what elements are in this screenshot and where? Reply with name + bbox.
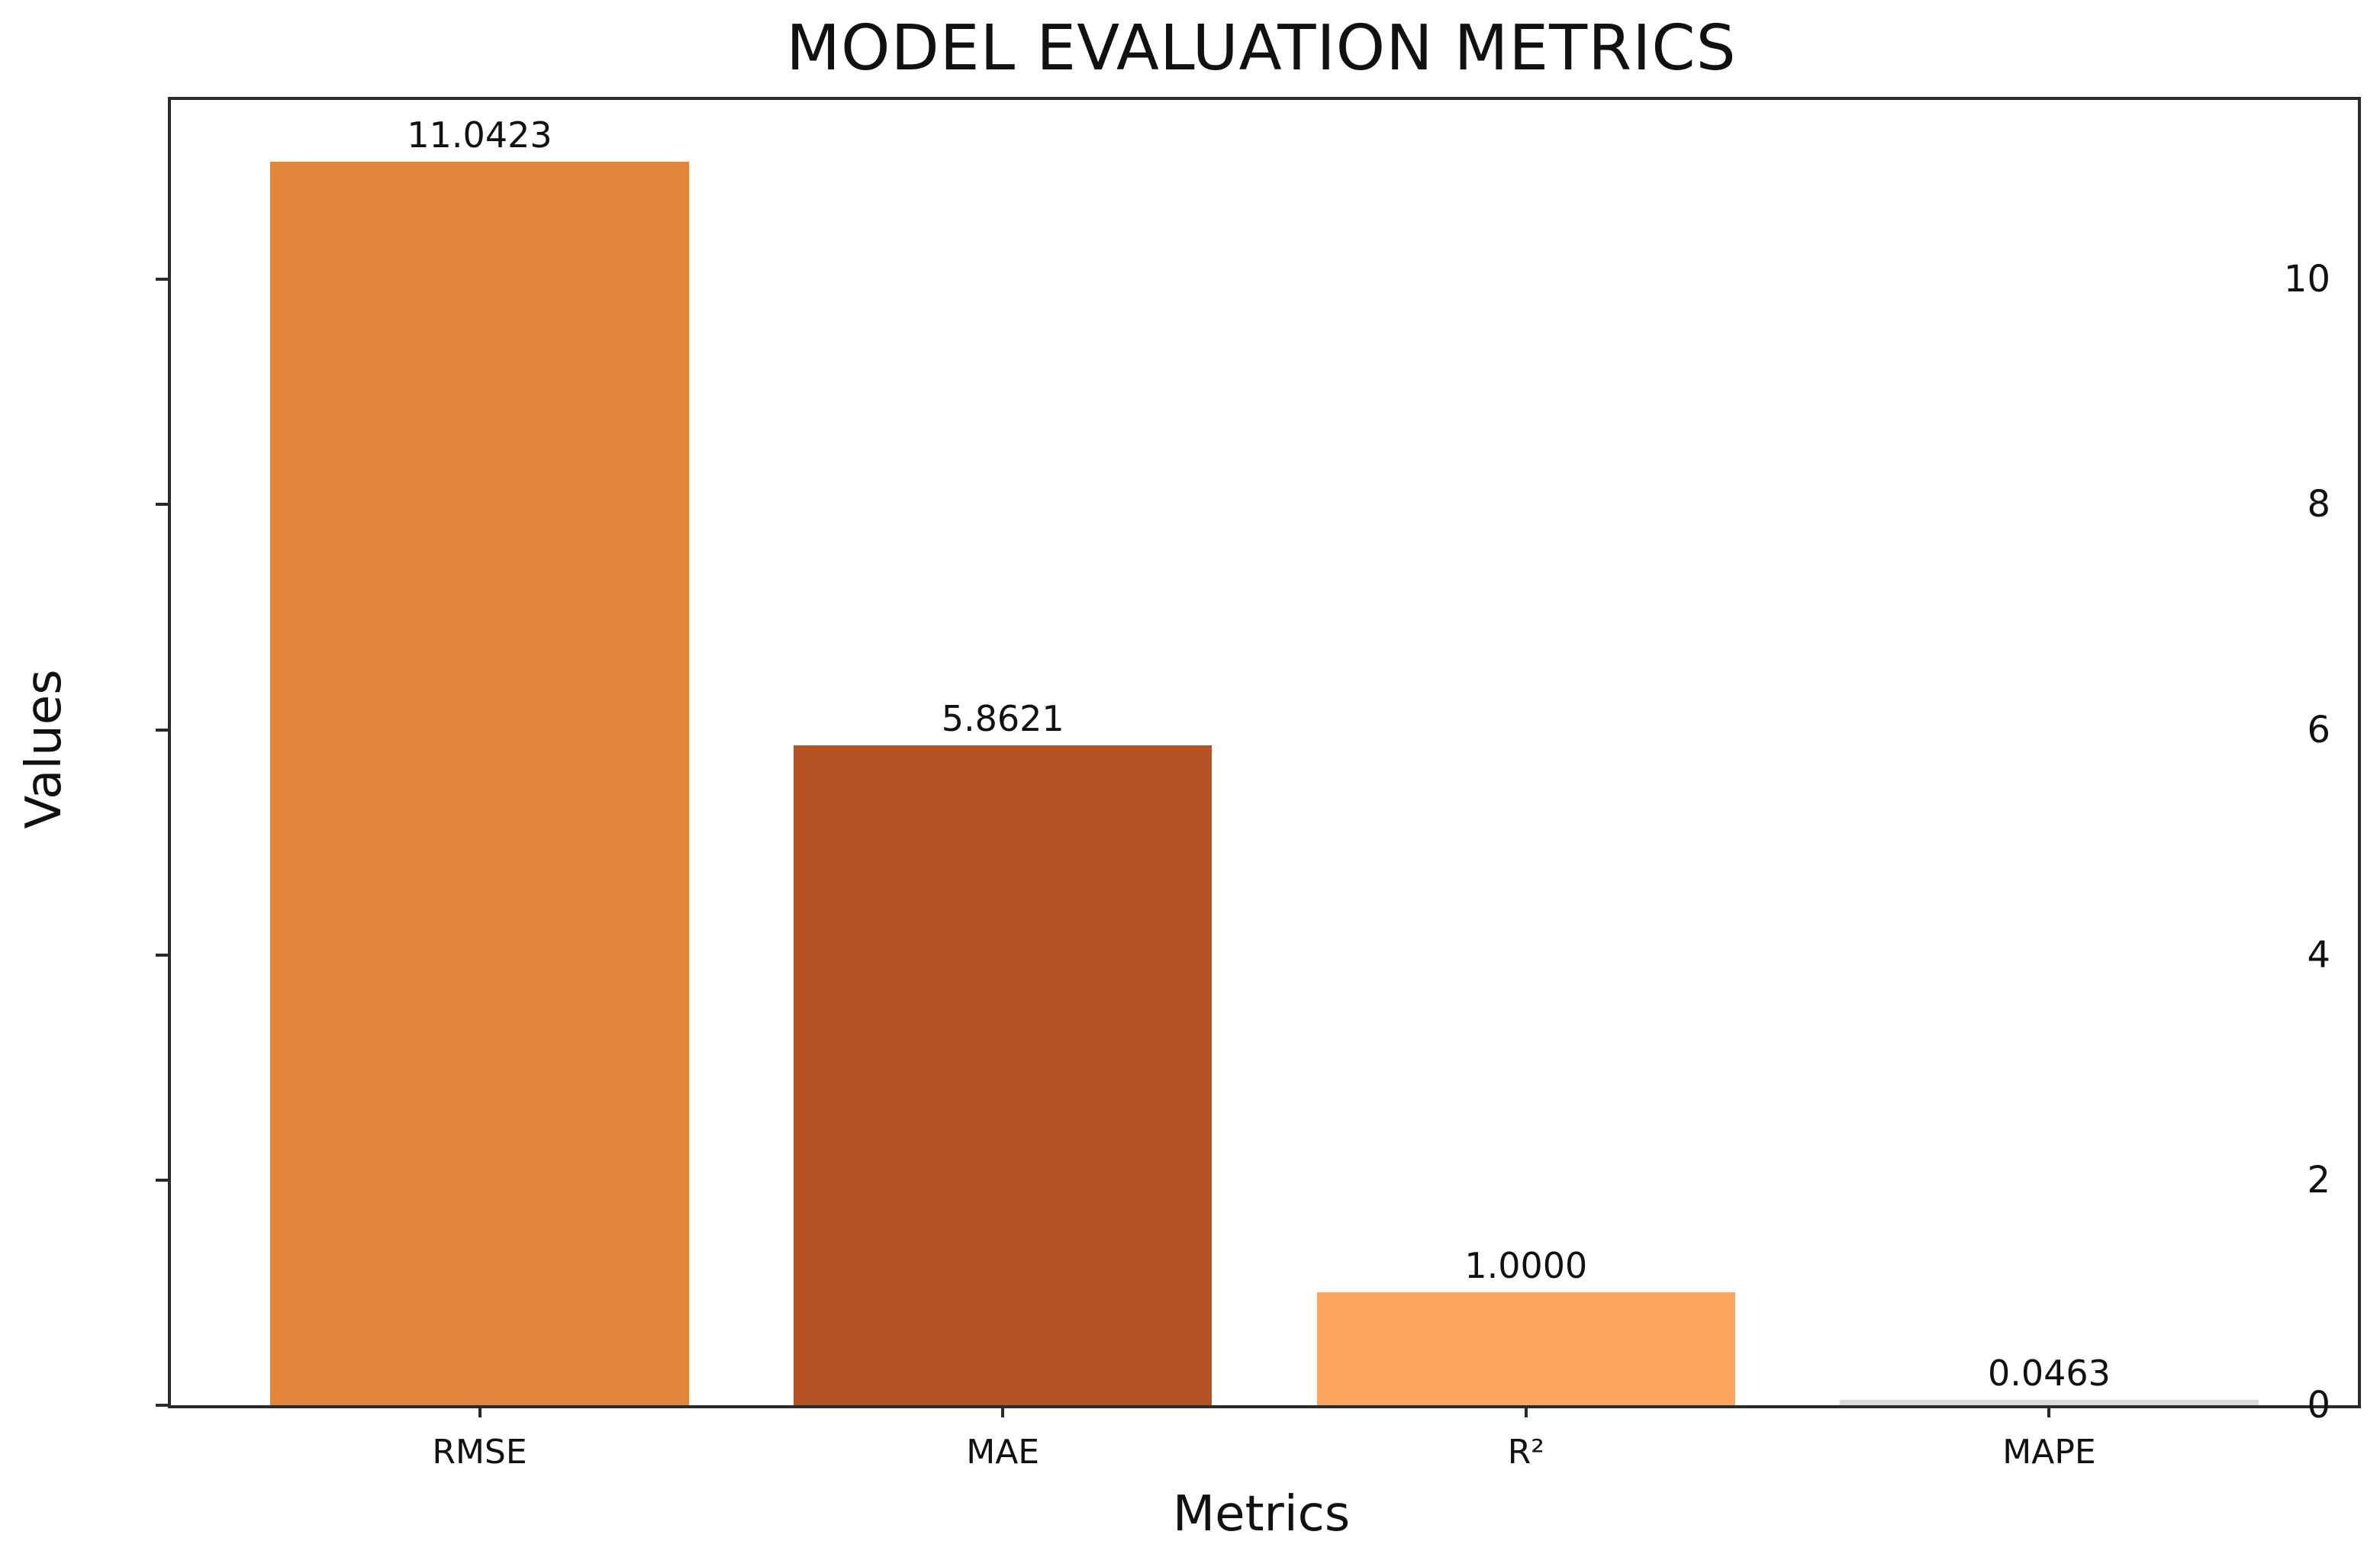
- x-tick-mark: [1524, 1405, 1528, 1417]
- x-tick-label: R²: [1507, 1433, 1544, 1472]
- x-axis-title: Metrics: [1172, 1486, 1351, 1543]
- bar: [270, 162, 689, 1405]
- y-tick-label: 6: [2307, 708, 2330, 751]
- y-tick-mark: [156, 953, 168, 957]
- y-tick-mark: [156, 1404, 168, 1407]
- y-tick-mark: [156, 728, 168, 732]
- plot-area: 11.0423 RMSE 5.8621 MAE 1.0000 R² 0.0463 MAPE 0 2…: [156, 97, 2361, 1472]
- y-tick-label: 10: [2283, 258, 2330, 301]
- x-tick-mark: [478, 1405, 481, 1417]
- bar-value-label: 0.0463: [1987, 1353, 2111, 1395]
- y-tick-mark: [156, 503, 168, 507]
- bar-value-label: 5.8621: [941, 697, 1064, 739]
- x-tick-mark: [2047, 1405, 2051, 1417]
- y-tick-label: 4: [2307, 933, 2330, 976]
- x-tick-label: MAE: [966, 1433, 1040, 1472]
- bar: [793, 745, 1213, 1405]
- y-tick-mark: [156, 278, 168, 282]
- y-axis-title: Values: [16, 669, 72, 829]
- y-tick-mark: [156, 1178, 168, 1182]
- y-tick-label: 2: [2307, 1158, 2330, 1202]
- x-tick-label: RMSE: [432, 1433, 527, 1472]
- bar-value-label: 11.0423: [407, 114, 552, 156]
- chart-title: MODEL EVALUATION METRICS: [786, 12, 1737, 85]
- y-tick-label: 0: [2307, 1384, 2330, 1427]
- x-tick-mark: [1001, 1405, 1005, 1417]
- bar-value-label: 1.0000: [1464, 1245, 1588, 1287]
- y-tick-label: 8: [2307, 483, 2330, 526]
- x-tick-label: MAPE: [2002, 1433, 2096, 1472]
- bar: [1316, 1292, 1736, 1405]
- bar: [1840, 1400, 2259, 1405]
